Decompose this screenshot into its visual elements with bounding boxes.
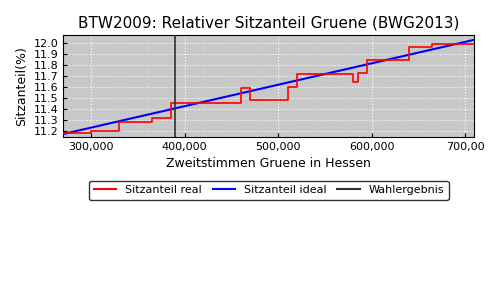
Title: BTW2009: Relativer Sitzanteil Gruene (BWG2013): BTW2009: Relativer Sitzanteil Gruene (BW… <box>78 15 460 30</box>
Legend: Sitzanteil real, Sitzanteil ideal, Wahlergebnis: Sitzanteil real, Sitzanteil ideal, Wahle… <box>89 181 449 200</box>
X-axis label: Zweitstimmen Gruene in Hessen: Zweitstimmen Gruene in Hessen <box>166 157 372 170</box>
Y-axis label: Sitzanteil(%): Sitzanteil(%) <box>15 46 28 126</box>
